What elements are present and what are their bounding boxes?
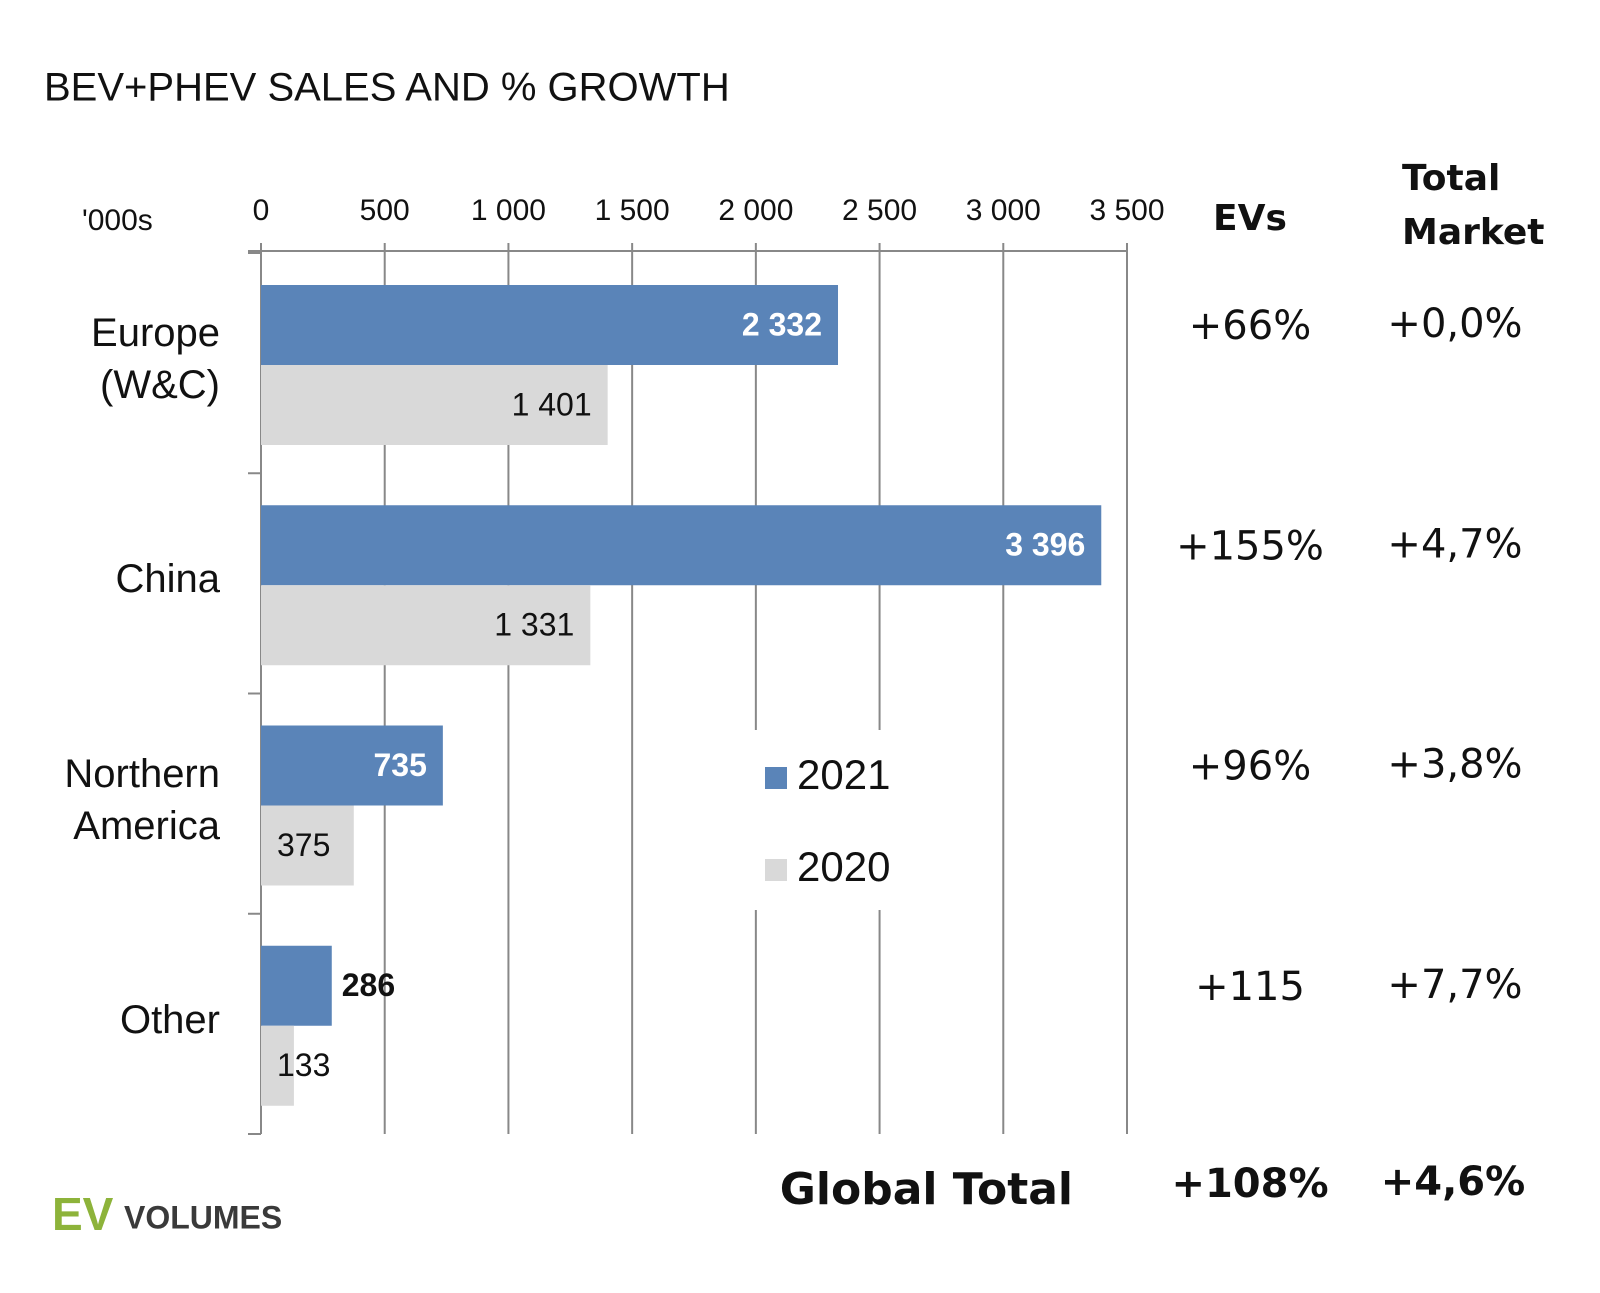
value-label: 1 401 — [512, 386, 592, 422]
x-tick-label: 2 000 — [718, 194, 793, 227]
value-label: 2 332 — [742, 306, 822, 342]
column-header: Total Market — [1402, 158, 1544, 253]
total-label: Global Total — [780, 1164, 1073, 1215]
legend-swatch — [765, 767, 787, 789]
market-growth: +3,8% — [1387, 742, 1522, 788]
category-label: Other — [119, 997, 220, 1042]
bar — [261, 505, 1102, 586]
value-label: 735 — [373, 747, 426, 783]
ev-growth: +115 — [1195, 964, 1305, 1010]
category-label: Northern America — [64, 751, 220, 848]
total-market-growth: +4,6% — [1381, 1159, 1525, 1205]
bar — [261, 365, 608, 445]
category-label: Europe (W&C) — [91, 311, 220, 408]
value-label: 3 396 — [1005, 527, 1085, 563]
ev-growth: +96% — [1189, 744, 1311, 790]
unit-label: '000s — [82, 204, 153, 237]
chart-title: BEV+PHEV SALES AND % GROWTH — [44, 66, 730, 110]
x-tick-label: 0 — [253, 194, 270, 227]
x-tick-label: 3 000 — [966, 194, 1041, 227]
bar — [261, 725, 443, 806]
x-tick-label: 2 500 — [842, 194, 917, 227]
legend-swatch — [765, 859, 787, 881]
legend-label: 2021 — [797, 751, 890, 798]
category-label: China — [115, 557, 220, 602]
x-tick-label: 3 500 — [1089, 194, 1164, 227]
bar — [261, 585, 591, 666]
bar — [261, 945, 332, 1026]
logo-ev: EV — [52, 1188, 114, 1240]
x-tick-label: 500 — [360, 194, 410, 227]
value-label: 133 — [277, 1047, 330, 1083]
x-tick-label: 1 000 — [471, 194, 546, 227]
value-label: 1 331 — [494, 607, 574, 643]
value-label: 375 — [277, 827, 330, 863]
bar — [261, 805, 354, 886]
column-header: EVs — [1213, 198, 1287, 239]
x-tick-label: 1 500 — [595, 194, 670, 227]
logo-volumes: VOLUMES — [124, 1199, 282, 1235]
legend-label: 2020 — [797, 843, 890, 890]
bar — [261, 1025, 294, 1106]
value-label: 286 — [342, 967, 395, 1003]
market-growth: +7,7% — [1387, 962, 1522, 1008]
bar — [261, 285, 839, 365]
ev-growth: +66% — [1189, 303, 1311, 349]
market-growth: +4,7% — [1387, 521, 1522, 567]
total-ev-growth: +108% — [1171, 1161, 1328, 1207]
ev-growth: +155% — [1176, 523, 1324, 569]
market-growth: +0,0% — [1387, 301, 1522, 347]
